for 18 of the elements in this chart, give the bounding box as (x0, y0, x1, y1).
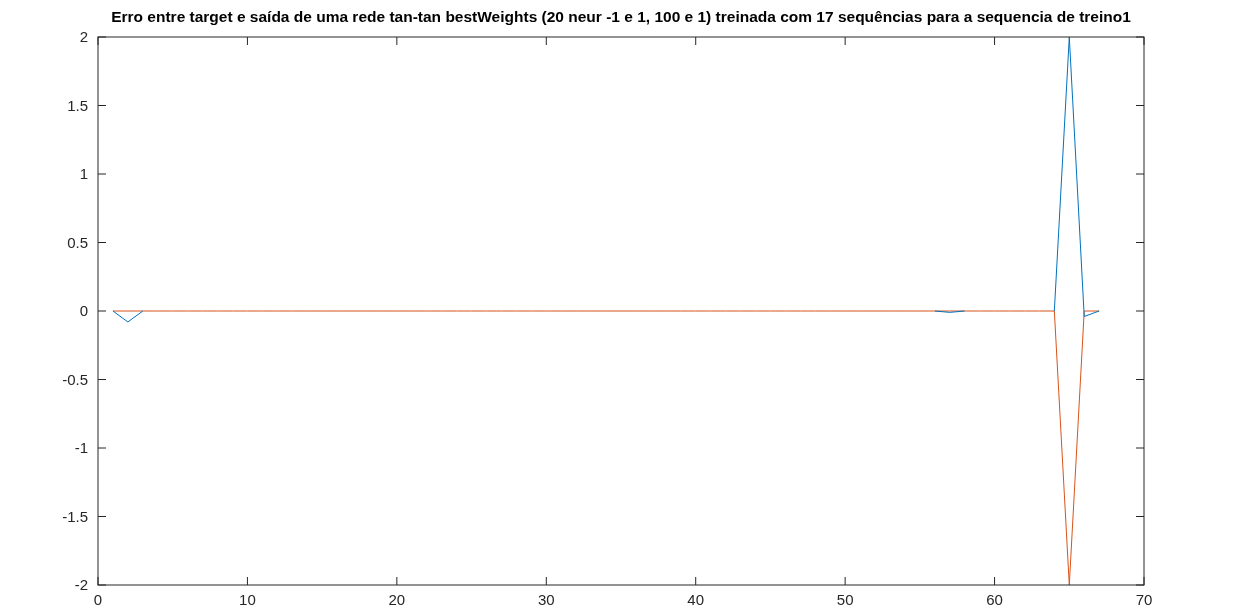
y-tick-label: 1 (79, 165, 88, 182)
x-tick-label: 10 (239, 591, 256, 608)
y-tick-label: -0.5 (62, 370, 88, 388)
y-tick-label: -1.5 (62, 507, 88, 525)
x-tick-label: 40 (687, 591, 705, 608)
x-tick-label: 60 (986, 591, 1003, 608)
x-tick-label: 70 (1135, 591, 1153, 608)
x-tick-label: 20 (388, 591, 406, 608)
x-tick-label: 50 (836, 591, 854, 608)
y-tick-label: 0.5 (67, 233, 88, 251)
y-tick-label: 2 (79, 28, 88, 45)
y-tick-label: -2 (74, 576, 88, 593)
y-tick-label: -1 (74, 439, 88, 456)
chart-title: Erro entre target e saída de uma rede tan-tan bestWeights (20 neur -1 e 1, 100 e 1) treinada com 17 sequências para a sequencia de treino1 (111, 8, 1132, 25)
y-tick-label: 1.5 (67, 96, 88, 114)
y-tick-label: 0 (79, 302, 88, 319)
x-tick-label: 0 (93, 591, 103, 608)
x-tick-label: 30 (537, 591, 555, 608)
